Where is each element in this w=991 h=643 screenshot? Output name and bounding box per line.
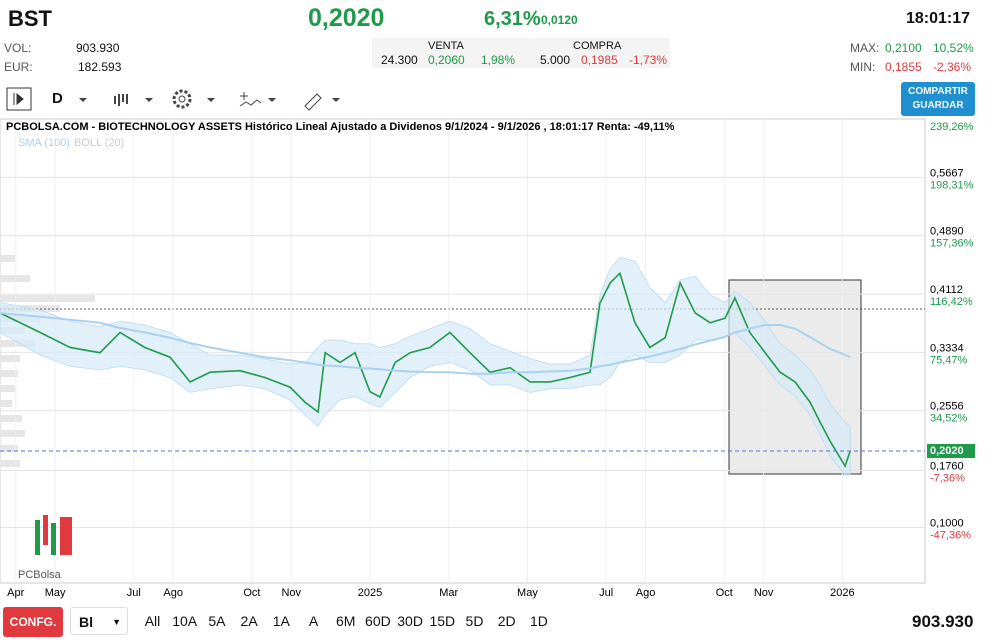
compra-qty: 5.000 (540, 53, 571, 67)
y2-tick-label: -7,36% (930, 472, 965, 484)
range-button[interactable]: 1A (266, 607, 296, 635)
y2-tick-label: -47,36% (930, 529, 971, 541)
range-button[interactable]: 2D (492, 607, 522, 635)
x-tick-label: Jul (599, 587, 613, 599)
y-tick-label: 0,2556 (930, 401, 964, 413)
share-button[interactable]: COMPARTIR GUARDAR (901, 82, 975, 116)
chart-title: PCBOLSA.COM - BIOTECHNOLOGY ASSETS Histó… (6, 121, 675, 133)
x-tick-label: Jul (127, 587, 141, 599)
quote-box (372, 38, 670, 68)
venta-qty: 24.300 (381, 53, 418, 67)
toolbar-icons (6, 87, 340, 111)
x-tick-label: May (45, 587, 66, 599)
x-tick-label: Mar (439, 587, 458, 599)
footer-volume: 903.930 (912, 612, 974, 631)
chart: PCBOLSA.COM - BIOTECHNOLOGY ASSETS Histó… (0, 118, 975, 599)
eur: 182.593 (78, 60, 122, 74)
scale-value: Bl (79, 614, 93, 630)
indicator-icon[interactable] (239, 92, 262, 107)
y2-tick-label: 116,42% (930, 296, 973, 308)
y-tick-label: 0,1760 (930, 460, 964, 472)
compra-label: COMPRA (573, 40, 622, 52)
price-line (0, 271, 851, 468)
range-button[interactable]: 15D (427, 607, 457, 635)
range-button[interactable]: A (299, 607, 328, 635)
symbol: BST (8, 6, 52, 31)
chart-type-icon[interactable] (114, 94, 128, 106)
x-tick-label: Oct (243, 587, 260, 599)
range-button[interactable]: 1D (524, 607, 554, 635)
vol: 903.930 (76, 41, 120, 55)
plot-frame (0, 118, 926, 584)
max: 0,2100 (885, 41, 922, 55)
sma-line (0, 311, 851, 375)
settings-icon-core (178, 95, 186, 103)
time: 18:01:17 (906, 10, 971, 27)
range-button[interactable]: 60D (363, 607, 393, 635)
range-button[interactable]: 5D (460, 607, 489, 635)
compra-pct: -1,73% (629, 53, 668, 67)
venta-price: 0,2060 (428, 53, 465, 67)
min: 0,1855 (885, 60, 922, 74)
x-tick-label: Nov (281, 587, 301, 599)
y2-tick-label: 34,52% (930, 413, 968, 425)
x-tick-label: May (517, 587, 538, 599)
change-pct: 6,31% (484, 8, 541, 30)
eur-label: EUR: (4, 60, 33, 74)
x-tick-label: Nov (754, 587, 774, 599)
y-tick-label: 0,5667 (930, 167, 964, 179)
x-tick-label: Apr (7, 587, 24, 599)
y2-tick-label: 75,47% (930, 354, 968, 366)
logo: PCBolsa (18, 515, 72, 581)
y2-tick-label: 198,31% (930, 179, 974, 191)
y-tick-label: 0,4890 (930, 226, 964, 238)
x-tick-label: Oct (716, 587, 733, 599)
change: 0,0120 (541, 13, 578, 27)
share-bottom: GUARDAR (912, 100, 964, 111)
y2-tick-label: 239,26% (930, 121, 974, 133)
y-tick-label: 0,1000 (930, 517, 964, 529)
draw-icon[interactable] (304, 93, 322, 111)
vol-label: VOL: (4, 41, 32, 55)
legend-sma: SMA (100) (18, 137, 70, 149)
panel-icon (13, 92, 24, 106)
last-price-label: 0,2020 (930, 445, 964, 457)
x-tick-label: 2026 (830, 587, 854, 599)
min-pct: -2,36% (933, 60, 972, 74)
y-tick-label: 0,3334 (930, 342, 964, 354)
interval[interactable]: D (52, 90, 63, 107)
range-button[interactable]: 10A (170, 607, 200, 635)
max-pct: 10,52% (933, 41, 974, 55)
range-button[interactable]: 5A (202, 607, 232, 635)
panel-toggle[interactable] (6, 87, 32, 111)
x-tick-label: Ago (163, 587, 183, 599)
range-button[interactable]: All (138, 607, 167, 635)
last-price-tag (927, 443, 975, 458)
logo-text: PCBolsa (18, 569, 62, 581)
venta-label: VENTA (428, 40, 464, 52)
range-button[interactable]: 30D (395, 607, 425, 635)
x-tick-label: 2025 (358, 587, 382, 599)
min-label: MIN: (850, 60, 876, 74)
range-button[interactable]: 2A (234, 607, 264, 635)
range-button[interactable]: 6M (331, 607, 361, 635)
compra-price: 0,1985 (581, 53, 618, 67)
price: 0,2020 (308, 4, 385, 32)
legend-boll: BOLL (20) (74, 137, 124, 149)
dropdown-arrows (79, 98, 340, 102)
y-tick-label: 0,4112 (930, 284, 963, 296)
share-top: COMPARTIR (908, 86, 968, 97)
config-button[interactable]: CONFG. (3, 607, 63, 637)
y2-tick-label: 157,36% (930, 238, 974, 250)
x-tick-label: Ago (636, 587, 656, 599)
scale-select[interactable]: Bl ▼ (70, 607, 128, 635)
max-label: MAX: (850, 41, 880, 55)
venta-pct: 1,98% (481, 53, 516, 67)
boll-band (0, 257, 851, 476)
settings-icon[interactable] (172, 89, 192, 109)
